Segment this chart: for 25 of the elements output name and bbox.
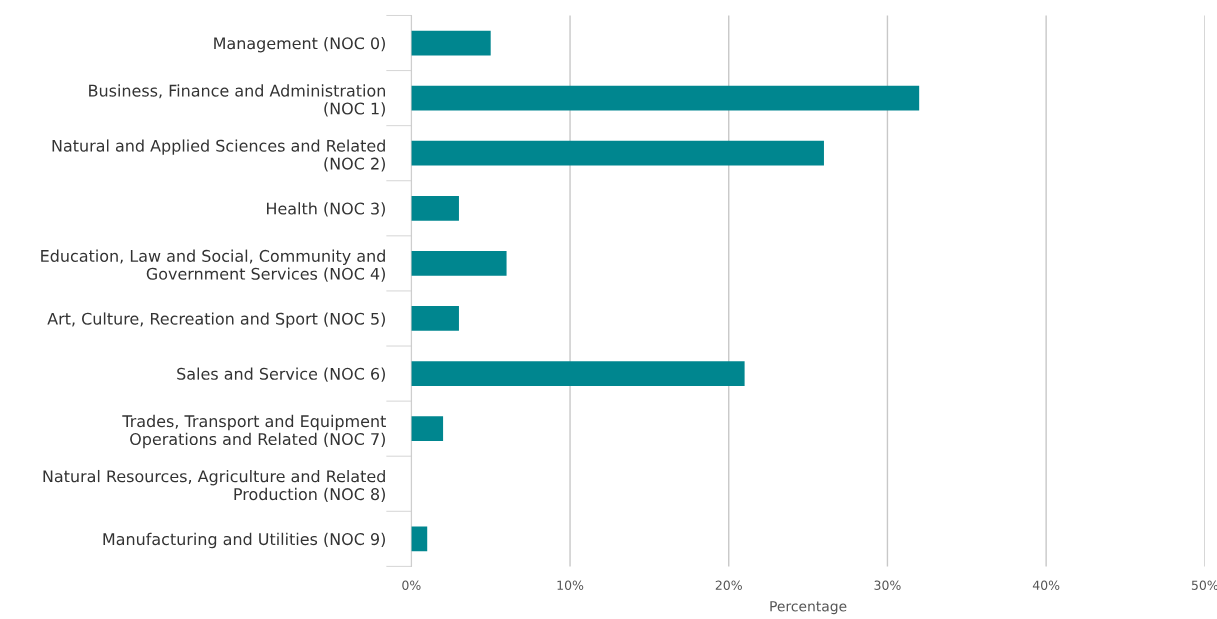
x-tick-label: 20%	[715, 580, 742, 590]
y-tick-label: Business, Finance and Administration (NOC 1)	[89, 84, 385, 117]
y-tick-label: Art, Culture, Recreation and Sport (NOC 5)	[47, 312, 385, 328]
bar	[411, 140, 824, 166]
bar	[411, 526, 428, 552]
bar	[411, 416, 444, 442]
x-tick-label: 0%	[402, 580, 421, 590]
x-tick-label: 30%	[874, 580, 901, 590]
x-axis-title: Percentage	[770, 601, 847, 615]
bar	[411, 30, 491, 56]
y-tick-label: Management (NOC 0)	[214, 36, 385, 53]
bar	[411, 306, 459, 331]
y-tick-label: Manufacturing and Utilities (NOC 9)	[103, 532, 385, 549]
x-tick-label: 10%	[557, 580, 584, 590]
y-tick-label: Natural Resources, Agriculture and Related Production (NOC 8)	[43, 469, 385, 503]
y-tick-label: Trades, Transport and Equipment Operations and Related (NOC 7)	[122, 414, 386, 449]
bar	[411, 85, 920, 111]
y-tick-label: Natural and Applied Sciences and Related (NOC 2)	[52, 139, 385, 172]
y-tick-label: Health (NOC 3)	[267, 202, 385, 217]
x-tick-label: 40%	[1032, 580, 1060, 590]
bar	[411, 195, 459, 221]
y-tick-label: Education, Law and Social, Community and Government Services (NOC 4)	[41, 249, 385, 282]
y-tick-label: Sales and Service (NOC 6)	[177, 367, 385, 382]
bar	[411, 361, 745, 386]
bar	[411, 250, 507, 276]
